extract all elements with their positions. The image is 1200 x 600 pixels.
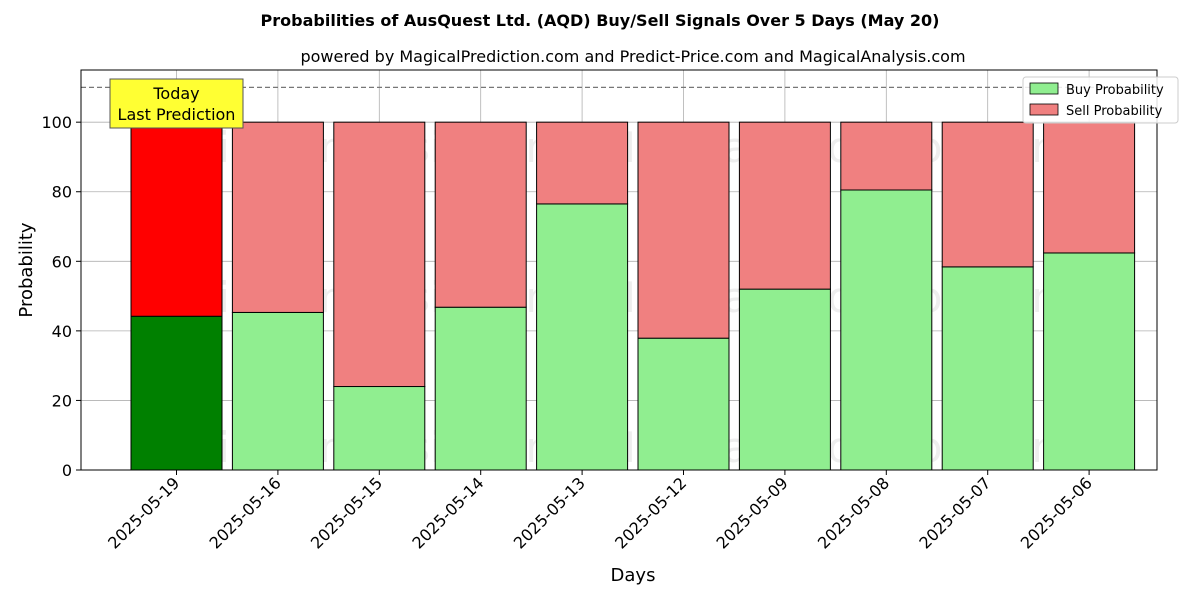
- bar-sell-2025-05-16: [231, 121, 324, 313]
- bar-buy-2025-05-12: [637, 337, 730, 471]
- legend-swatch-buy: [1029, 82, 1059, 95]
- bar-sell-2025-05-07: [941, 121, 1034, 268]
- x-tick-label: 2025-05-12: [611, 473, 690, 552]
- bar-sell-2025-05-09: [738, 121, 831, 290]
- x-tick-label: 2025-05-16: [206, 473, 285, 552]
- x-tick-label: 2025-05-07: [915, 473, 994, 552]
- x-axis: 2025-05-19 2025-05-16 2025-05-15 2025-05-14…: [104, 470, 1096, 553]
- y-tick-label: 0: [62, 461, 72, 480]
- chart-title: Probabilities of AusQuest Ltd. (AQD) Buy…: [261, 11, 940, 30]
- y-tick-label: 80: [52, 183, 72, 202]
- x-tick-label: 2025-05-13: [510, 473, 589, 552]
- y-axis: 0 20 40 60 80 100: [41, 113, 81, 480]
- bar-buy-2025-05-07: [941, 266, 1034, 471]
- annotation-line-1: Today: [152, 84, 199, 103]
- x-tick-label: 2025-05-09: [713, 473, 792, 552]
- x-tick-label: 2025-05-19: [104, 473, 183, 552]
- plot-frame: [80, 69, 1158, 471]
- chart-subtitle: powered by MagicalPrediction.com and Pre…: [300, 47, 965, 66]
- x-tick-label: 2025-05-08: [814, 473, 893, 552]
- bar-sell-2025-05-13: [536, 121, 629, 205]
- annotation-line-2: Last Prediction: [118, 105, 236, 124]
- bar-sell-2025-05-14: [434, 121, 527, 308]
- bar-sell-2025-05-19: [130, 121, 223, 317]
- bar-sell-2025-05-15: [333, 121, 426, 388]
- bar-buy-2025-05-13: [536, 203, 629, 471]
- x-tick-label: 2025-05-14: [408, 473, 487, 552]
- bar-buy-2025-05-15: [333, 386, 426, 471]
- bar-buy-2025-05-14: [434, 306, 527, 471]
- bar-buy-2025-05-16: [231, 311, 324, 471]
- legend-label-buy: Buy Probability: [1066, 83, 1164, 98]
- legend-label-sell: Sell Probability: [1066, 104, 1163, 119]
- bar-buy-2025-05-09: [738, 288, 831, 471]
- bar-buy-2025-05-08: [840, 189, 933, 471]
- bar-sell-2025-05-06: [1043, 121, 1136, 254]
- x-tick-label: 2025-05-15: [307, 473, 386, 552]
- y-axis-label: Probability: [16, 222, 37, 317]
- legend: Buy Probability Sell Probability: [1022, 76, 1179, 124]
- bar-buy-2025-05-06: [1043, 252, 1136, 471]
- legend-swatch-sell: [1029, 103, 1059, 116]
- y-tick-label: 20: [52, 391, 72, 410]
- bar-sell-2025-05-12: [637, 121, 730, 339]
- x-tick-label: 2025-05-06: [1017, 473, 1096, 552]
- annotation-box: Today Last Prediction: [109, 78, 244, 129]
- y-tick-label: 100: [41, 113, 72, 132]
- annotation-background: [109, 78, 244, 129]
- y-tick-label: 40: [52, 322, 72, 341]
- bar-sell-2025-05-08: [840, 121, 933, 191]
- bar-buy-2025-05-19: [130, 315, 223, 471]
- y-tick-label: 60: [52, 252, 72, 271]
- legend-frame: [1022, 76, 1179, 124]
- bars-layer: [130, 121, 1136, 471]
- x-axis-label: Days: [611, 565, 656, 586]
